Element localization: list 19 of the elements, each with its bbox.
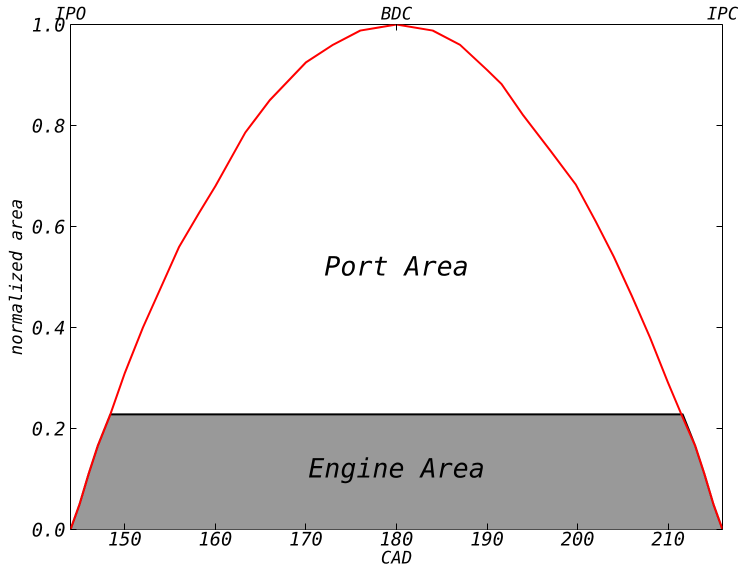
x-tick-label: 180	[380, 530, 414, 550]
annotation: IPC	[706, 4, 739, 24]
annotation: BDC	[380, 4, 413, 24]
y-tick-label: 0.6	[32, 218, 66, 238]
y-tick-label: 0.8	[32, 116, 66, 138]
annotation: Port Area	[324, 251, 469, 282]
x-tick-label: 190	[470, 530, 504, 550]
x-tick-label: 200	[560, 530, 594, 550]
x-tick-label: 160	[198, 530, 232, 550]
line-series	[70, 24, 722, 530]
x-tick-label: 170	[289, 530, 323, 550]
x-tick-label: 150	[108, 530, 142, 550]
y-tick-label: 0.2	[32, 420, 66, 440]
annotation: Engine Area	[308, 453, 485, 484]
y-tick-label: 0.4	[32, 318, 66, 340]
y-tick-label: 0.0	[32, 520, 66, 542]
x-tick-label: 210	[651, 530, 686, 550]
y-axis-title: normalized area	[6, 198, 27, 356]
x-axis-title: CAD	[380, 548, 412, 568]
